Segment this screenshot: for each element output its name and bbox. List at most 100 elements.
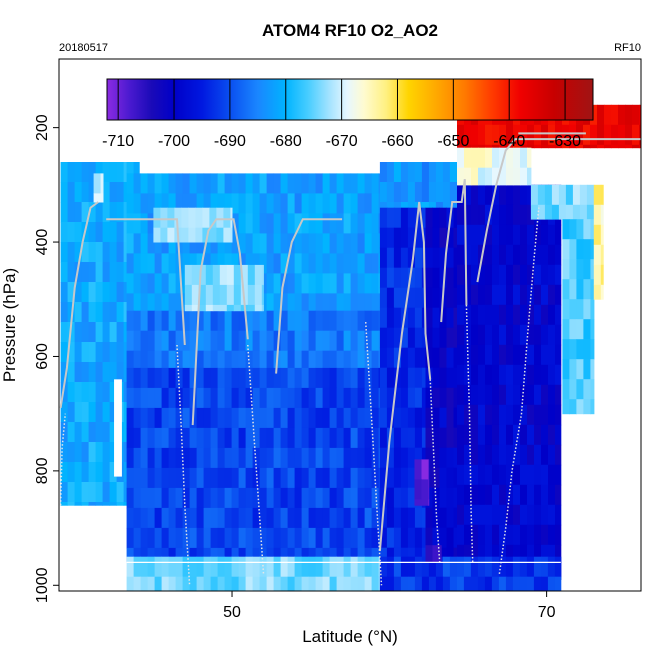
heatmap-cell	[513, 464, 521, 486]
heatmap-cell	[544, 184, 553, 206]
heatmap-cell	[60, 222, 69, 243]
heatmap-cell	[67, 442, 76, 463]
heatmap-cell	[534, 124, 542, 146]
heatmap-cell	[400, 247, 409, 269]
heatmap-cell	[147, 447, 156, 469]
heatmap-cell	[548, 424, 556, 446]
heatmap-cell	[464, 384, 472, 406]
heatmap-cell	[175, 487, 184, 509]
heatmap-cell	[464, 284, 472, 306]
heatmap-cell	[273, 407, 282, 429]
heatmap-cell	[189, 330, 198, 352]
colorbar-tick-label: -660	[381, 133, 413, 150]
heatmap-cell	[147, 310, 156, 332]
heatmap-cell	[579, 204, 588, 220]
heatmap-cell	[457, 147, 465, 169]
heatmap-cell	[527, 524, 535, 546]
heatmap-cell	[60, 262, 69, 283]
heatmap-cell	[379, 367, 388, 389]
heatmap-cell	[287, 576, 296, 591]
heatmap-cell	[252, 407, 261, 429]
heatmap-cell	[189, 233, 198, 254]
heatmap-cell	[534, 144, 542, 149]
heatmap-cell	[161, 330, 170, 352]
heatmap-cell	[562, 279, 570, 300]
heatmap-cell	[217, 447, 226, 469]
heatmap-cell	[379, 162, 388, 183]
heatmap-cell	[534, 324, 542, 346]
heatmap-cell	[520, 264, 528, 286]
heatmap-cell	[161, 447, 170, 469]
heatmap-cell	[81, 442, 90, 463]
heatmap-cell	[586, 184, 595, 206]
heatmap-cell	[126, 233, 135, 254]
heatmap-cell	[224, 487, 233, 509]
heatmap-cell	[315, 273, 324, 294]
heatmap-cell	[81, 162, 90, 183]
heatmap-cell	[315, 310, 324, 332]
heatmap-cell	[425, 407, 433, 429]
heatmap-cell	[569, 299, 577, 320]
heatmap-cell	[294, 367, 303, 389]
heatmap-cell	[393, 267, 402, 289]
heatmap-cell	[432, 207, 440, 229]
heatmap-cell	[60, 202, 69, 223]
heatmap-cell	[217, 467, 226, 489]
heatmap-cell	[421, 407, 426, 429]
heatmap-cell	[364, 173, 373, 194]
heatmap-cell	[123, 382, 128, 403]
heatmap-cell	[88, 482, 97, 503]
heatmap-cell	[527, 424, 535, 446]
heatmap-cell	[364, 350, 373, 369]
heatmap-cell	[464, 184, 472, 206]
heatmap-cell	[350, 253, 359, 274]
heatmap-cell	[414, 307, 423, 329]
heatmap-cell	[116, 182, 125, 203]
heatmap-cell	[196, 447, 205, 469]
heatmap-cell	[548, 244, 556, 266]
heatmap-cell	[182, 467, 191, 489]
heatmap-cell	[453, 207, 458, 229]
heatmap-cell	[439, 367, 447, 389]
heatmap-cell	[217, 173, 226, 194]
heatmap-cell	[407, 227, 416, 249]
heatmap-cell	[576, 239, 584, 260]
heatmap-cell	[492, 167, 500, 186]
heatmap-cell	[555, 404, 562, 426]
heatmap-cell	[231, 330, 240, 352]
heatmap-cell	[224, 527, 233, 549]
heatmap-cell	[238, 310, 247, 332]
heatmap-cell	[329, 173, 338, 194]
heatmap-cell	[280, 253, 289, 274]
heatmap-cell	[238, 173, 247, 194]
heatmap-cell	[126, 293, 135, 312]
heatmap-cell	[506, 124, 514, 146]
heatmap-cell	[81, 322, 90, 343]
heatmap-cell	[245, 253, 254, 274]
heatmap-cell	[562, 259, 570, 280]
heatmap-cell	[287, 467, 296, 489]
heatmap-cell	[123, 342, 128, 363]
heatmap-cell	[371, 576, 380, 591]
heatmap-cell	[287, 507, 296, 529]
heatmap-cell	[520, 147, 528, 169]
heatmap-cell	[439, 447, 447, 469]
heatmap-cell	[453, 547, 458, 563]
heatmap-cell	[154, 173, 163, 194]
heatmap-cell	[478, 224, 486, 246]
heatmap-cell	[161, 527, 170, 549]
heatmap-cell	[371, 350, 380, 369]
heatmap-cell	[364, 273, 373, 294]
heatmap-cell	[280, 556, 289, 578]
heatmap-cell	[478, 464, 486, 486]
heatmap-cell	[154, 527, 163, 549]
heatmap-cell	[203, 487, 212, 509]
heatmap-cell	[81, 282, 90, 303]
heatmap-cell	[95, 282, 104, 303]
heatmap-cell	[154, 293, 163, 312]
heatmap-cell	[513, 544, 521, 566]
heatmap-cell	[133, 507, 142, 529]
heatmap-cell	[161, 293, 170, 312]
heatmap-cell	[308, 387, 317, 409]
heatmap-cell	[555, 464, 562, 486]
